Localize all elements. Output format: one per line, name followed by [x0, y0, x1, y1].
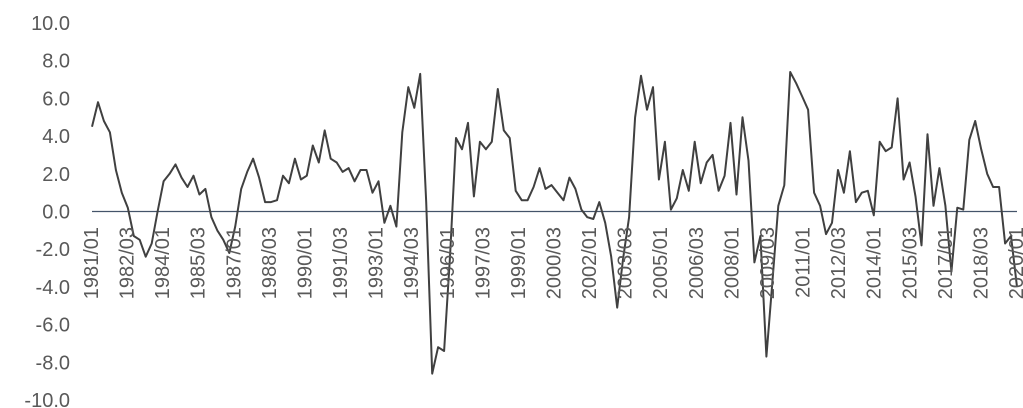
y-tick-label: -6.0: [36, 315, 70, 337]
x-tick-label: 2005/01: [650, 227, 672, 299]
x-tick-label: 2002/01: [579, 227, 601, 299]
x-tick-label: 2008/01: [721, 227, 743, 299]
y-tick-label: 4.0: [42, 126, 70, 148]
x-tick-label: 2003/03: [615, 227, 637, 299]
x-tick-label: 1994/03: [401, 227, 423, 299]
y-tick-label: 6.0: [42, 88, 70, 110]
x-tick-label: 1987/01: [223, 227, 245, 299]
x-tick-label: 2020/01: [1006, 227, 1023, 299]
y-tick-label: 0.0: [42, 202, 70, 224]
y-tick-label: -4.0: [36, 277, 70, 299]
x-tick-label: 2015/03: [899, 227, 921, 299]
x-tick-label: 2006/03: [686, 227, 708, 299]
x-tick-label: 2014/01: [864, 227, 886, 299]
x-tick-label: 1991/03: [330, 227, 352, 299]
x-tick-label: 1997/03: [472, 227, 494, 299]
y-tick-label: -10.0: [24, 390, 70, 408]
series-line: [91, 71, 1018, 375]
x-tick-label: 1984/01: [152, 227, 174, 299]
x-tick-label: 1999/01: [508, 227, 530, 299]
x-tick-label: 1993/01: [366, 227, 388, 299]
y-tick-label: -2.0: [36, 239, 70, 261]
x-tick-label: 1990/01: [295, 227, 317, 299]
x-tick-label: 2011/01: [793, 227, 815, 298]
x-tick-label: 1985/03: [188, 227, 210, 299]
x-tick-label: 2009/03: [757, 227, 779, 299]
y-tick-label: 8.0: [42, 51, 70, 73]
x-tick-label: 1982/03: [117, 227, 139, 299]
x-tick-label: 2012/03: [828, 227, 850, 299]
y-tick-label: -8.0: [36, 352, 70, 374]
x-tick-label: 2000/03: [544, 227, 566, 299]
x-axis-ticks: 1981/01 1982/03 1984/01 1985/03 1987/01 1988/…: [81, 227, 1023, 299]
x-tick-label: 1988/03: [259, 227, 281, 299]
y-tick-label: 2.0: [42, 164, 70, 186]
y-tick-label: 10.0: [31, 13, 70, 35]
x-tick-label: 2017/01: [935, 227, 957, 299]
x-tick-label: 1996/01: [437, 227, 459, 299]
y-axis-ticks: 10.0 8.0 6.0 4.0 2.0 0.0 -2.0 -4.0 -6.0 -8.0 -10.0: [24, 13, 70, 408]
x-tick-label: 2018/03: [970, 227, 992, 299]
x-tick-label: 1981/01: [81, 227, 103, 299]
